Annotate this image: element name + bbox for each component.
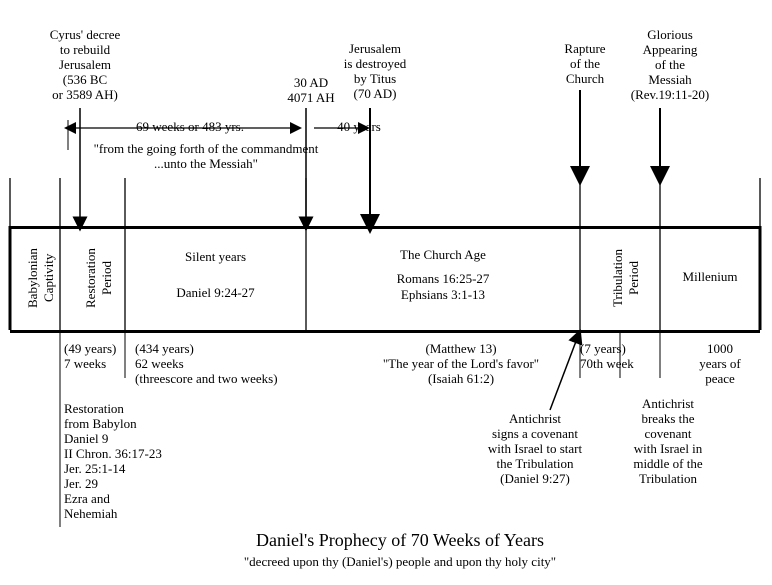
diagram-title: Daniel's Prophecy of 70 Weeks of Years [200, 530, 600, 551]
antichrist-breaks: Antichristbreaks thecovenantwith Israel … [618, 397, 718, 487]
span-40years: 40 years [324, 120, 394, 135]
event-titus: Jerusalemis destroyedby Titus(70 AD) [325, 42, 425, 102]
period-tribulation: TribulationPeriod [610, 234, 642, 322]
period-silent-ref: Daniel 9:24-27 [125, 286, 306, 301]
event-rapture: Raptureof theChurch [545, 42, 625, 87]
span-commandment: "from the going forth of the commandment… [76, 142, 336, 172]
antichrist-signs: Antichristsigns a covenantwith Israel to… [470, 412, 600, 487]
period-church-ref1: Romans 16:25-27 [306, 272, 580, 287]
period-millenium: Millenium [660, 270, 760, 285]
event-cyrus: Cyrus' decreeto rebuildJerusalem(536 BCo… [35, 28, 135, 103]
timeline-bottom-line [10, 330, 760, 333]
below-col4: (7 years)70th week [580, 342, 670, 372]
below-col5: 1000years ofpeace [680, 342, 760, 387]
period-babylon: BabylonianCaptivity [25, 234, 57, 322]
event-glorious: GloriousAppearingof theMessiah(Rev.19:11… [615, 28, 725, 103]
period-restoration: RestorationPeriod [83, 234, 115, 322]
span-69weeks: 69 weeks or 483 yrs. [110, 120, 270, 135]
restoration-refs: Restorationfrom BabylonDaniel 9II Chron.… [64, 402, 224, 522]
below-col3: (Matthew 13)"The year of the Lord's favo… [336, 342, 586, 387]
below-col2: (434 years)62 weeks(threescore and two w… [135, 342, 335, 387]
period-silent-title: Silent years [125, 250, 306, 265]
period-church-ref2: Ephsians 3:1-13 [306, 288, 580, 303]
timeline-top-line [10, 226, 760, 229]
period-church-title: The Church Age [306, 248, 580, 263]
diagram-subtitle: "decreed upon thy (Daniel's) people and … [200, 555, 600, 570]
